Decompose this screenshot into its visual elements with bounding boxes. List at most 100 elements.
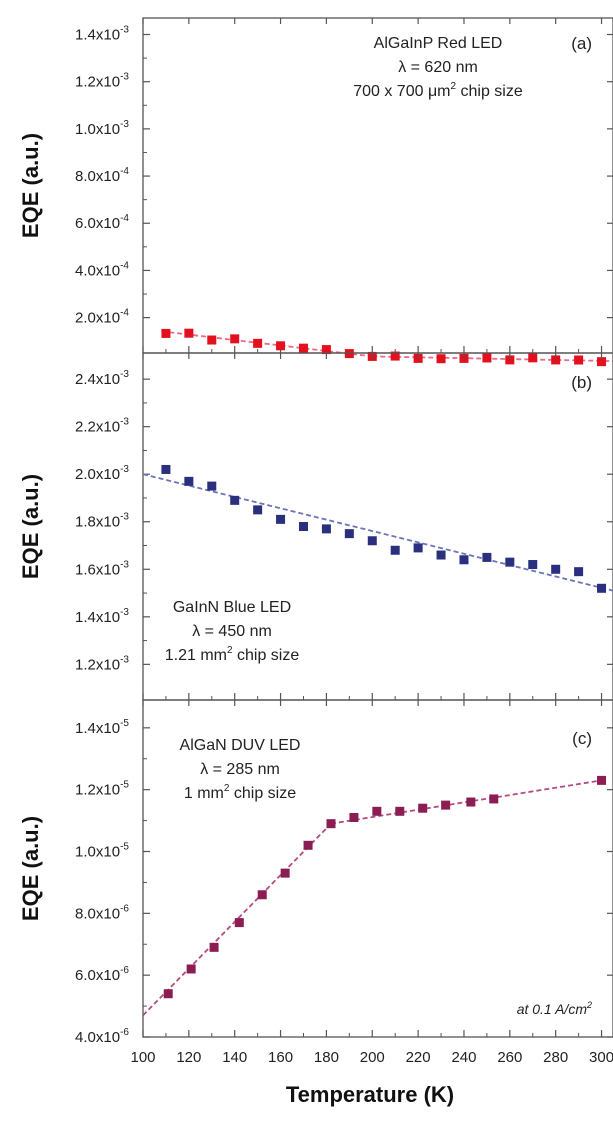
data-point <box>413 543 423 553</box>
condition-note: at 0.1 A/cm2 <box>517 1000 592 1017</box>
data-point <box>466 797 476 807</box>
y-tick-label: 4.0x10-6 <box>75 1027 129 1046</box>
fit-line <box>161 330 373 358</box>
panel-annotation: 1 mm2 chip size <box>184 783 296 802</box>
data-point <box>441 800 451 810</box>
data-point <box>276 514 286 524</box>
data-point <box>253 505 263 515</box>
y-axis-label: EQE (a.u.) <box>18 474 43 579</box>
panel-letter: (b) <box>571 373 592 392</box>
panel-annotation: AlGaInP Red LED <box>374 35 503 52</box>
x-tick-label: 240 <box>451 1049 476 1066</box>
fit-line <box>372 355 613 362</box>
panel-a: 2.0x10-4 4.0x10-4 6.0x10-4 8.0x10-4 1.0x10-3… <box>18 17 613 367</box>
panel-annotation: GaInN Blue LED <box>173 599 291 616</box>
panel-letter: (a) <box>571 34 592 53</box>
data-point <box>482 552 492 562</box>
panel-annotation: 1.21 mm2 chip size <box>165 645 300 664</box>
panel-annotation: 700 x 700 μm2 chip size <box>353 81 523 100</box>
x-tick-label: 120 <box>176 1049 201 1066</box>
data-point <box>395 806 405 816</box>
data-point <box>551 355 561 365</box>
data-point <box>276 341 286 351</box>
data-point <box>207 335 217 345</box>
y-tick-label: 1.4x10-5 <box>75 718 129 737</box>
data-point <box>574 355 584 365</box>
panel-b: 1.2x10-3 1.4x10-3 1.6x10-3 1.8x10-3 2.0x10-3… <box>18 352 613 701</box>
y-axis-label: EQE (a.u.) <box>18 816 43 921</box>
y-tick-label: 1.2x10-3 <box>75 654 129 673</box>
plot-frame <box>142 699 613 1038</box>
x-tick-label: 100 <box>130 1049 155 1066</box>
y-tick-label: 1.2x10-3 <box>75 72 129 91</box>
y-axis-label: EQE (a.u.) <box>18 133 43 238</box>
panel-letter: (c) <box>572 729 592 748</box>
y-tick-label: 2.4x10-3 <box>75 369 129 388</box>
data-point <box>257 890 267 900</box>
y-tick-label: 6.0x10-6 <box>75 965 129 984</box>
y-tick-label: 8.0x10-4 <box>75 166 129 185</box>
x-tick-label: 180 <box>314 1049 339 1066</box>
y-tick-label: 1.0x10-3 <box>75 119 129 138</box>
data-point <box>367 536 377 546</box>
data-point <box>230 334 240 344</box>
data-point <box>372 806 382 816</box>
y-tick-label: 1.0x10-5 <box>75 841 129 860</box>
y-tick-label: 2.2x10-3 <box>75 417 129 436</box>
panel-annotation: AlGaN DUV LED <box>180 737 301 754</box>
y-tick-label: 1.4x10-3 <box>75 607 129 626</box>
plot-frame <box>142 17 613 354</box>
data-point <box>528 560 538 570</box>
data-point <box>161 464 171 474</box>
data-point <box>161 328 171 338</box>
data-point <box>230 495 240 505</box>
data-point <box>298 343 308 353</box>
data-point <box>209 942 219 952</box>
x-axis: 100 120 140 160 180 200 220 240 260 280 300 <box>130 1049 613 1066</box>
data-point <box>321 345 331 355</box>
data-point <box>321 524 331 534</box>
fit-line <box>142 473 613 592</box>
x-tick-label: 280 <box>543 1049 568 1066</box>
y-tick-label: 6.0x10-4 <box>75 213 129 232</box>
fit-line <box>330 779 602 825</box>
data-point <box>551 564 561 574</box>
x-tick-label: 300 <box>589 1049 613 1066</box>
panel-annotation: λ = 450 nm <box>192 623 272 640</box>
data-point <box>280 868 290 878</box>
y-tick-label: 1.2x10-5 <box>75 780 129 799</box>
data-point <box>505 355 515 365</box>
y-tick-label: 4.0x10-4 <box>75 260 129 279</box>
data-point <box>349 812 359 822</box>
data-point <box>234 918 244 928</box>
data-point <box>186 964 196 974</box>
data-point <box>505 557 515 567</box>
data-point <box>184 328 194 338</box>
data-point <box>163 989 173 999</box>
data-point <box>597 583 607 593</box>
x-tick-label: 200 <box>360 1049 385 1066</box>
y-tick-label: 1.4x10-3 <box>75 25 129 44</box>
data-point <box>184 476 194 486</box>
data-point <box>207 481 217 491</box>
data-point <box>390 545 400 555</box>
x-tick-label: 160 <box>268 1049 293 1066</box>
fit-line <box>142 823 332 1016</box>
data-point <box>390 351 400 361</box>
panel-annotation: λ = 285 nm <box>200 761 280 778</box>
data-point <box>489 794 499 804</box>
y-tick-label: 1.6x10-3 <box>75 559 129 578</box>
data-point <box>418 803 428 813</box>
data-point <box>574 567 584 577</box>
data-point <box>436 550 446 560</box>
data-point <box>459 555 469 565</box>
data-point <box>528 353 538 363</box>
panel-annotation: λ = 620 nm <box>398 59 478 76</box>
x-tick-label: 140 <box>222 1049 247 1066</box>
x-tick-label: 260 <box>497 1049 522 1066</box>
y-tick-label: 8.0x10-6 <box>75 903 129 922</box>
data-point <box>482 353 492 363</box>
y-tick-label: 1.8x10-3 <box>75 512 129 531</box>
data-point <box>597 775 607 785</box>
